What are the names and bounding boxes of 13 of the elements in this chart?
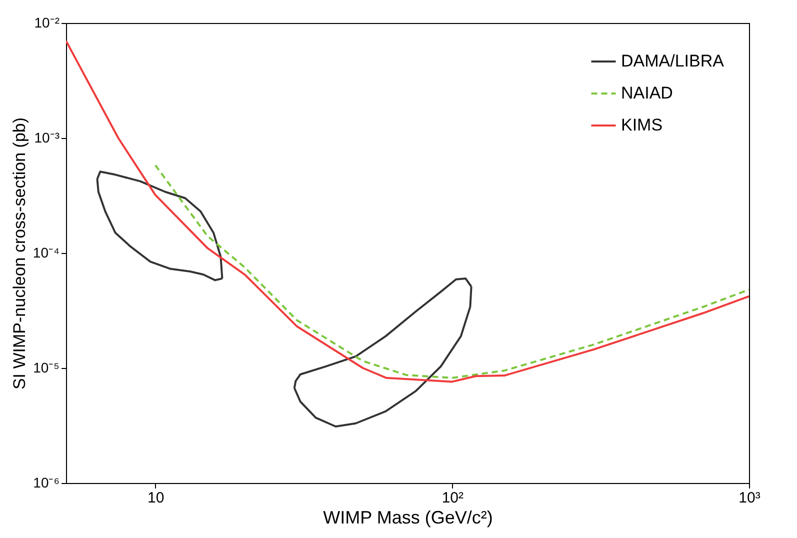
y-tick-label: 10⁻⁶	[33, 474, 60, 490]
y-tick-label: 10⁻⁴	[32, 244, 60, 260]
y-tick-label: 10⁻³	[34, 130, 60, 146]
x-tick-label: 10³	[738, 490, 760, 506]
x-tick-label: 10	[148, 490, 164, 506]
legend-label: KIMS	[621, 116, 663, 134]
x-axis-title: WIMP Mass (GeV/c²)	[323, 508, 493, 528]
y-axis-title: SI WIMP-nucleon cross-section (pb)	[10, 117, 29, 390]
y-tick-label: 10⁻⁵	[33, 360, 60, 376]
y-tick-label: 10⁻²	[34, 14, 60, 30]
legend-label: NAIAD	[621, 84, 673, 102]
legend-label: DAMA/LIBRA	[621, 52, 725, 70]
x-tick-label: 10²	[442, 490, 464, 506]
